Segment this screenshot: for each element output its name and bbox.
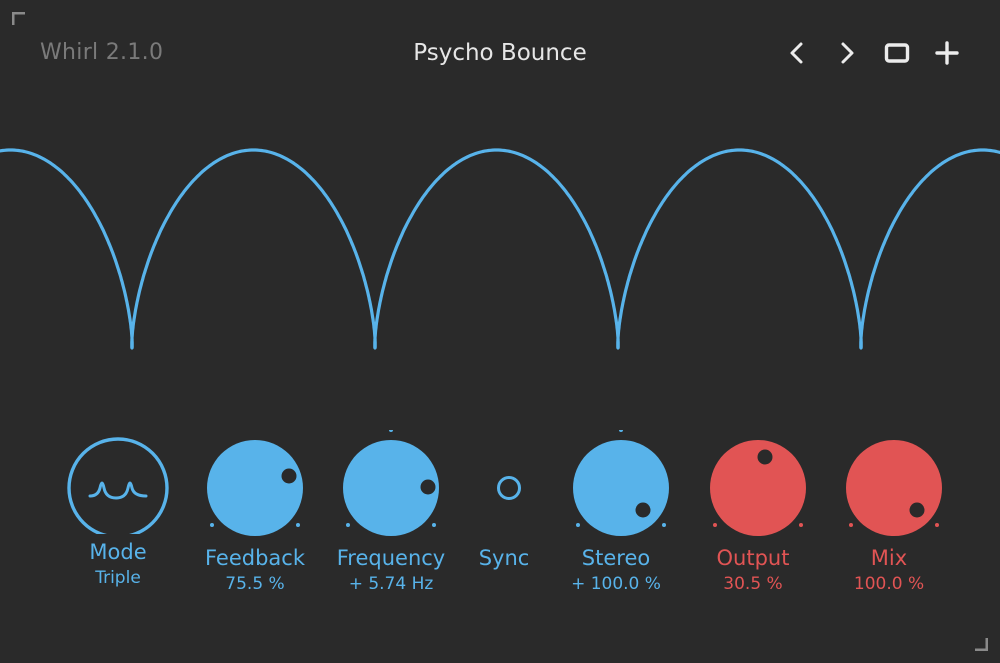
stereo-label: Stereo [581, 546, 651, 570]
mix-knob[interactable] [834, 430, 944, 540]
stereo-control[interactable]: Stereo + 100.0 % [556, 430, 676, 594]
corner-bracket-icon [12, 12, 25, 25]
feedback-value: 75.5 % [225, 574, 285, 594]
chevron-left-icon [790, 42, 803, 64]
stereo-knob[interactable] [561, 430, 671, 540]
feedback-control[interactable]: Feedback 75.5 % [195, 430, 315, 594]
add-preset-button[interactable] [930, 36, 964, 70]
frequency-control[interactable]: Frequency + 5.74 Hz [331, 430, 451, 594]
mix-label: Mix [870, 546, 908, 570]
sync-label: Sync [478, 546, 530, 570]
previous-preset-button[interactable] [780, 36, 814, 70]
output-value: 30.5 % [723, 574, 783, 594]
window-toggle-button[interactable] [880, 36, 914, 70]
mix-value: 100.0 % [853, 574, 925, 594]
mode-control[interactable]: Mode Triple [58, 430, 178, 588]
output-knob[interactable] [698, 430, 808, 540]
mode-label: Mode [89, 540, 147, 564]
output-control[interactable]: Output 30.5 % [693, 430, 813, 594]
sync-toggle[interactable] [449, 430, 559, 540]
plus-icon [935, 41, 959, 65]
resize-handle-icon[interactable] [974, 637, 988, 651]
frequency-value: + 5.74 Hz [348, 574, 434, 594]
output-label: Output [716, 546, 790, 570]
stereo-value: + 100.0 % [571, 574, 661, 594]
chevron-right-icon [841, 42, 854, 64]
next-preset-button[interactable] [830, 36, 864, 70]
feedback-knob[interactable] [200, 430, 310, 540]
mix-control[interactable]: Mix 100.0 % [829, 430, 949, 594]
modulation-waveform [0, 148, 1000, 350]
frequency-label: Frequency [336, 546, 446, 570]
app-version: Whirl 2.1.0 [40, 40, 164, 65]
mode-button[interactable] [66, 430, 170, 534]
preset-name[interactable]: Psycho Bounce [413, 40, 587, 66]
mode-value: Triple [95, 568, 141, 588]
triple-wave-icon [88, 481, 148, 500]
feedback-label: Feedback [204, 546, 305, 570]
sync-control[interactable]: Sync [444, 430, 564, 570]
frequency-knob[interactable] [336, 430, 446, 540]
preset-name-container: Psycho Bounce [0, 40, 1000, 66]
header-bar: Whirl 2.1.0 Psycho Bounce [0, 0, 1000, 106]
window-icon [884, 43, 910, 63]
